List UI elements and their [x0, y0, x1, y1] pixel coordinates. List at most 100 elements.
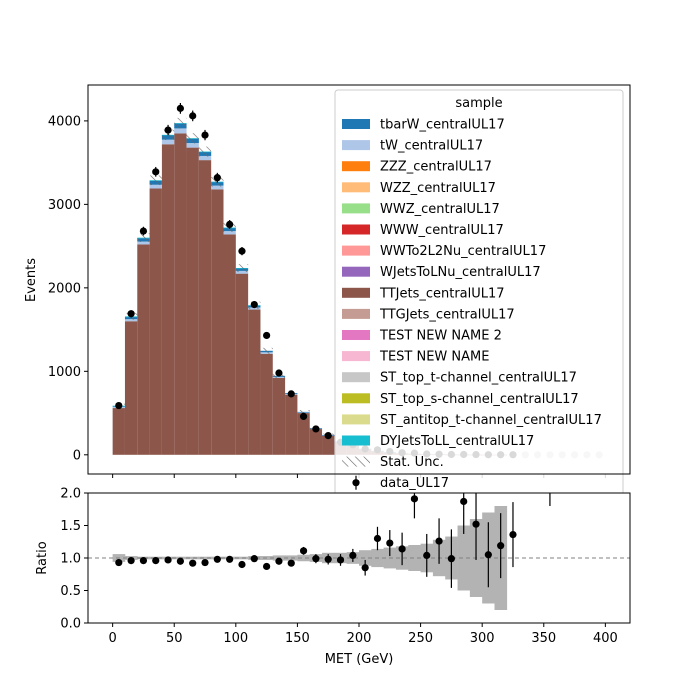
bar-TTJets_centralUL17-4 [161, 144, 175, 455]
stat-unc-10 [235, 264, 249, 273]
main-y-tick-label-1: 1000 [48, 365, 81, 380]
legend-swatch-4 [342, 203, 370, 214]
ratio-point-12 [263, 562, 271, 571]
bar-tW_centralUL17-10 [235, 270, 249, 274]
ratio-point-5 [176, 557, 184, 565]
bar-tW_centralUL17-6 [186, 143, 199, 148]
data-point-17 [324, 432, 332, 440]
ratio-point-31 [497, 542, 505, 550]
bar-TTJets_centralUL17-2 [137, 244, 150, 455]
bar-tW_centralUL17-2 [137, 241, 150, 245]
legend-label-2: ZZZ_centralUL17 [380, 160, 492, 175]
data-point-10 [238, 247, 246, 255]
data-point-4 [164, 126, 172, 134]
bar-TTJets_centralUL17-7 [198, 160, 212, 455]
stat-unc-15 [297, 410, 310, 414]
data-point-12 [263, 331, 271, 340]
stacked-histogram [112, 123, 507, 456]
main-y-tick-label-3: 3000 [48, 198, 81, 213]
legend-swatch-3 [342, 182, 370, 193]
ratio-point-11 [250, 555, 258, 563]
ratio-band-28 [457, 525, 471, 591]
legend-label-10: TEST NEW NAME 2 [379, 329, 502, 344]
ratio-point-15 [299, 547, 308, 555]
ratio-point-21 [373, 534, 382, 543]
bar-tW_centralUL17-3 [149, 184, 162, 189]
legend-label-5: WWW_centralUL17 [380, 223, 504, 238]
legend-swatch-10 [342, 330, 370, 340]
legend-swatch-13 [342, 393, 370, 404]
stat-unc-3 [149, 175, 162, 186]
ratio-point-10 [238, 560, 246, 569]
bar-tW_centralUL17-7 [198, 155, 212, 161]
bar-TTJets_centralUL17-17 [322, 435, 335, 455]
ratio-point-25 [423, 551, 431, 560]
bar-tW_centralUL17-4 [161, 139, 175, 145]
x-tick-label-0: 0 [108, 631, 116, 646]
data-point-6 [189, 112, 197, 120]
ratio-point-14 [287, 559, 295, 567]
bar-tW_centralUL17-8 [211, 185, 224, 190]
main-y-tick-label-4: 4000 [48, 114, 81, 129]
legend-label-11: TEST NEW NAME [379, 350, 489, 365]
ratio-band-7 [198, 556, 212, 560]
data-point-11 [250, 300, 258, 309]
ratio-point-7 [201, 558, 209, 567]
ratio-point-9 [226, 555, 234, 563]
bar-tW_centralUL17-5 [174, 128, 187, 134]
stat-unc-2 [137, 233, 150, 242]
ratio-band-15 [297, 554, 311, 562]
ratio-point-24 [410, 495, 419, 503]
legend-swatch-6 [342, 245, 370, 256]
main-plot-frame [87, 84, 631, 475]
ratio-y-tick-label-1: 0.5 [60, 584, 81, 599]
ratio-point-29 [472, 520, 480, 528]
ratio-point-32 [509, 531, 517, 539]
bar-TTJets_centralUL17-3 [149, 188, 162, 455]
x-tick-label-8: 400 [593, 631, 618, 646]
legend-label-6: WWTo2L2Nu_centralUL17 [380, 244, 546, 259]
legend-title: sample [455, 96, 502, 111]
legend-label-12: ST_top_t-channel_centralUL17 [380, 371, 577, 386]
ratio-point-8 [213, 555, 221, 563]
stat-unc-5 [174, 117, 187, 129]
legend-swatch-7 [342, 266, 370, 277]
legend-swatch-2 [342, 161, 370, 172]
x-axis-label: MET (GeV) [325, 652, 394, 667]
ratio-point-16 [312, 555, 320, 563]
data-point-7 [201, 131, 209, 139]
legend-label-8: TTJets_centralUL17 [379, 286, 505, 301]
ratio-y-axis-label: Ratio [35, 541, 50, 574]
ratio-plot-panel: 0.0 0.5 1.0 1.5 2.0 0 50 100 150 200 250 300 350 400… [35, 487, 631, 667]
ratio-point-1 [127, 557, 135, 565]
bar-TTJets_centralUL17-16 [309, 428, 323, 455]
data-point-14 [287, 390, 295, 398]
legend-swatch-0 [342, 119, 370, 129]
bar-TTJets_centralUL17-6 [186, 147, 199, 455]
ratio-points [115, 493, 551, 588]
ratio-point-13 [275, 557, 283, 565]
data-point-13 [275, 369, 283, 377]
legend-label-14: ST_antitop_t-channel_centralUL17 [380, 413, 602, 428]
bar-tW_centralUL17-1 [124, 319, 138, 322]
legend-marker-17 [352, 479, 360, 487]
ratio-y-axis-ticks: 0.0 0.5 1.0 1.5 2.0 [60, 487, 88, 632]
x-tick-label-6: 300 [470, 631, 495, 646]
ratio-point-23 [398, 545, 406, 553]
legend: sample tbarW_centralUL17 tW_centralUL17 ZZZ… [334, 89, 624, 501]
ratio-point-28 [460, 497, 468, 506]
bar-TTJets_centralUL17-8 [211, 189, 224, 455]
bar-tW_centralUL17-9 [223, 231, 236, 235]
ratio-point-3 [152, 557, 160, 565]
ratio-plot-frame [87, 492, 631, 624]
legend-swatch-5 [342, 224, 370, 235]
bar-TTJets_centralUL17-15 [297, 413, 310, 455]
legend-label-13: ST_top_s-channel_centralUL17 [380, 392, 579, 407]
stat-unc-6 [186, 133, 199, 144]
main-plot-panel: 0 1000 2000 3000 4000 sample tbarW_centralUL1… [24, 84, 631, 501]
stat-unc-12 [260, 347, 273, 354]
ratio-point-30 [484, 551, 492, 559]
data-point-9 [226, 220, 234, 229]
ratio-band-6 [186, 556, 200, 560]
ratio-y-tick-label-3: 1.5 [60, 519, 81, 534]
